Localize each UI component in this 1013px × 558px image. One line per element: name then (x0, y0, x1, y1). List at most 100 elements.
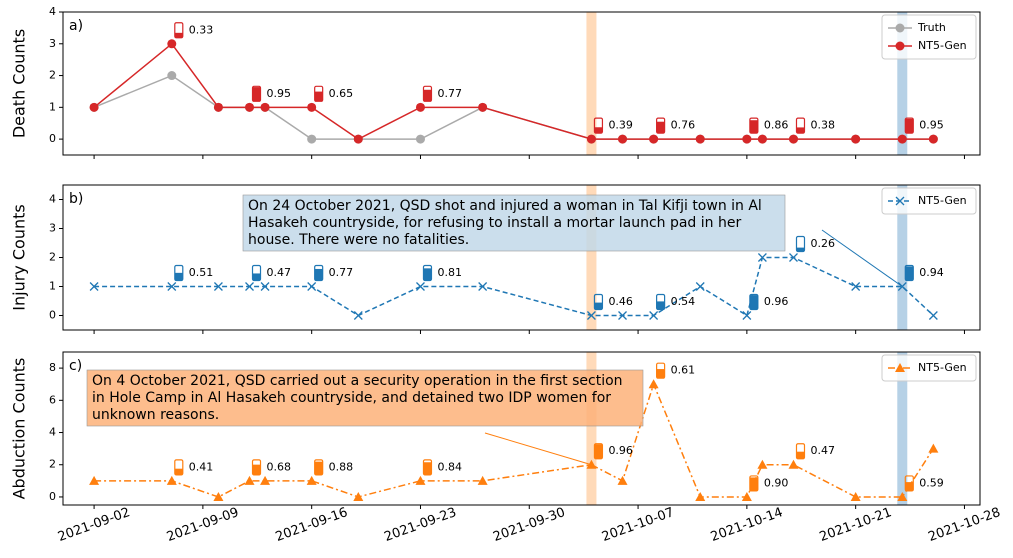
confidence-outline (314, 264, 324, 282)
marker-stroke (245, 282, 254, 291)
confidence-fill (749, 477, 758, 491)
axes-frame (62, 11, 981, 156)
marker (757, 134, 767, 144)
confidence-label: 0.47 (810, 444, 835, 457)
confidence-outline (656, 293, 666, 311)
confidence-fill (796, 127, 805, 134)
confidence-label: 0.81 (437, 266, 462, 279)
confidence-label: 0.46 (608, 295, 633, 308)
y-tick-label: 0 (49, 490, 56, 503)
confidence-label: 0.76 (671, 119, 696, 132)
marker-stroke (89, 282, 99, 291)
x-tick-label: 2021-10-28 (926, 505, 1002, 545)
marker (306, 475, 317, 485)
legend-label: NT5-Gen (918, 361, 967, 374)
confidence-outline (314, 459, 324, 476)
confidence-fill (749, 295, 758, 310)
confidence-fill (796, 451, 805, 459)
marker (788, 134, 798, 144)
marker (260, 475, 271, 485)
confidence-fill (656, 121, 665, 134)
confidence-fill (314, 461, 323, 475)
confidence-fill (423, 89, 432, 102)
confidence-outline (593, 117, 604, 134)
confidence-label: 0.86 (764, 119, 789, 132)
confidence-outline (904, 475, 914, 492)
marker-stroke (742, 311, 752, 320)
confidence-outline (251, 459, 262, 476)
marker (741, 491, 752, 501)
confidence-fill (252, 273, 261, 281)
marker (895, 363, 905, 372)
y-tick-label: 8 (49, 361, 56, 374)
confidence-outline (314, 85, 324, 102)
marker (789, 253, 798, 262)
marker (167, 282, 177, 291)
y-axis-label: Death Counts (10, 29, 29, 138)
marker (897, 134, 907, 144)
marker (617, 475, 628, 485)
annotation-box (242, 194, 786, 252)
marker-stroke (895, 196, 905, 206)
confidence-label: 0.90 (764, 476, 789, 489)
confidence-fill (656, 301, 665, 310)
marker (89, 102, 99, 112)
marker (648, 379, 659, 389)
marker (167, 71, 177, 81)
marker (742, 134, 752, 144)
marker-stroke (695, 282, 705, 291)
annotation-text: Hasakeh countryside, for refusing to ins… (248, 215, 741, 231)
y-tick-label: 1 (49, 280, 56, 293)
confidence-fill (252, 87, 261, 102)
y-tick-label: 0 (49, 132, 56, 145)
confidence-label: 0.84 (437, 460, 462, 473)
confidence-outline (251, 85, 262, 102)
marker-stroke (213, 282, 223, 291)
confidence-outline (904, 117, 914, 134)
confidence-outline (656, 362, 666, 379)
panel-label: b) (69, 191, 83, 207)
confidence-outline (174, 264, 184, 282)
marker (895, 23, 905, 33)
legend-label: Truth (917, 21, 946, 34)
confidence-fill (174, 272, 183, 281)
x-tick-label: 2021-09-16 (274, 505, 350, 545)
confidence-label: 0.95 (267, 87, 292, 100)
marker (213, 491, 224, 501)
y-tick-label: 4 (49, 426, 56, 439)
marker (415, 475, 426, 485)
marker (850, 491, 861, 501)
y-tick-label: 0 (49, 309, 56, 322)
confidence-fill (594, 302, 603, 310)
confidence-label: 0.54 (671, 295, 696, 308)
confidence-outline (656, 117, 666, 134)
marker (757, 253, 767, 262)
annotation-text: house. There were no fatalities. (248, 232, 469, 248)
marker-stroke (649, 311, 659, 320)
marker (260, 102, 270, 112)
confidence-label: 0.59 (919, 476, 944, 489)
panel-label: a) (69, 18, 83, 34)
confidence-label: 0.38 (810, 119, 835, 132)
x-tick-label: 2021-10-21 (818, 505, 894, 545)
x-tick-label: 2021-09-23 (382, 505, 458, 545)
marker-stroke (928, 311, 938, 320)
confidence-label: 0.33 (189, 23, 214, 36)
marker (353, 134, 363, 144)
marker (649, 134, 659, 144)
marker (895, 41, 905, 51)
confidence-fill (594, 444, 603, 459)
confidence-outline (174, 459, 184, 476)
legend-box (881, 14, 977, 60)
marker (618, 134, 628, 144)
confidence-fill (594, 127, 603, 134)
annotation-arrow (484, 432, 592, 466)
confidence-label: 0.26 (810, 237, 835, 250)
marker (851, 134, 861, 144)
confidence-fill (905, 266, 914, 281)
y-axis-label: Injury Counts (10, 204, 29, 310)
confidence-label: 0.88 (329, 460, 354, 473)
y-tick-label: 3 (49, 37, 56, 50)
confidence-outline (422, 85, 433, 102)
